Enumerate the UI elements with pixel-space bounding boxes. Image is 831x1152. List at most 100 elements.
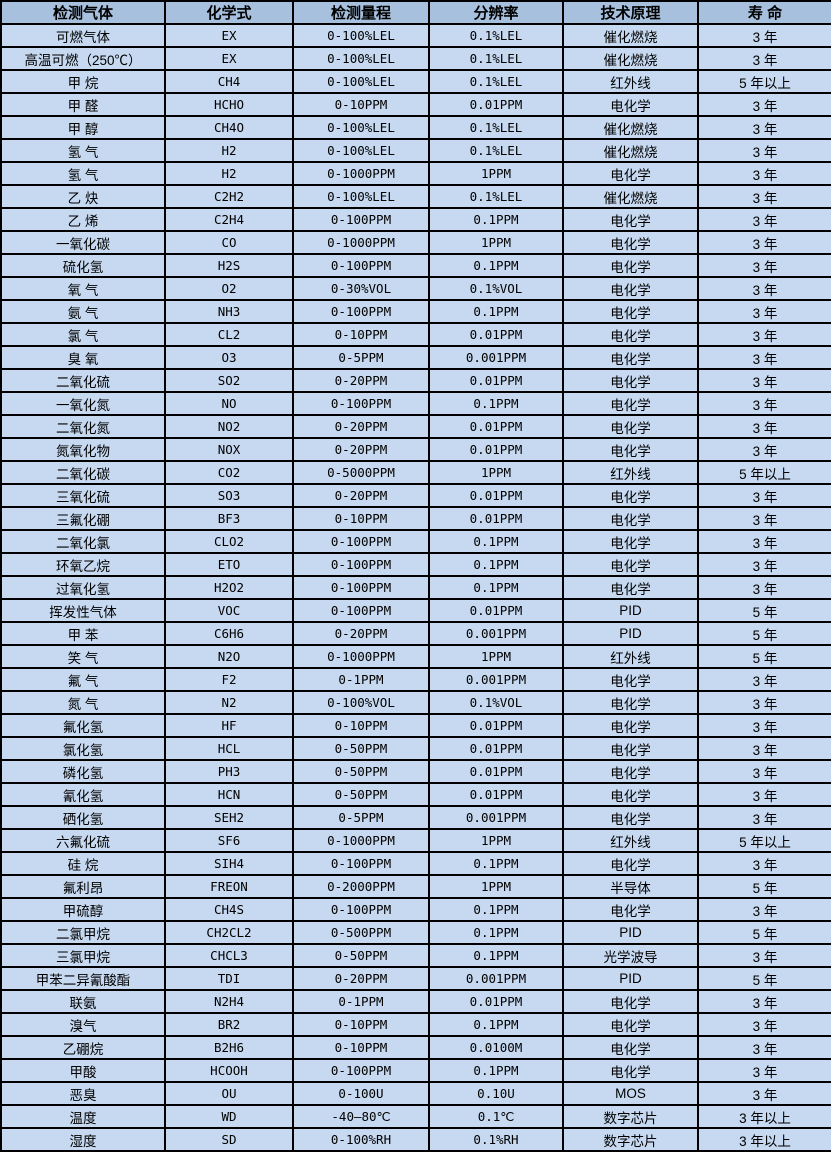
cell-lifespan: 5 年 (697, 598, 831, 623)
cell-formula: CLO2 (164, 529, 294, 554)
cell-principle: 电化学 (562, 437, 699, 462)
cell-lifespan: 5 年 (697, 874, 831, 899)
cell-resolution: 0.1PPM (428, 897, 564, 922)
cell-principle: 电化学 (562, 483, 699, 508)
cell-formula: BF3 (164, 506, 294, 531)
cell-resolution: 0.1PPM (428, 575, 564, 600)
cell-principle: 电化学 (562, 1058, 699, 1083)
cell-principle: 电化学 (562, 322, 699, 347)
cell-gas: 六氟化硫 (0, 828, 166, 853)
cell-principle: 电化学 (562, 552, 699, 577)
cell-range: 0-100PPM (292, 851, 430, 876)
cell-formula: EX (164, 46, 294, 71)
cell-formula: HCN (164, 782, 294, 807)
cell-formula: OU (164, 1081, 294, 1106)
cell-principle: 光学波导 (562, 943, 699, 968)
cell-principle: 半导体 (562, 874, 699, 899)
table-row: 硒化氢 SEH2 0-5PPM 0.001PPM 电化学 3 年 (0, 805, 831, 830)
cell-lifespan: 3 年 (697, 299, 831, 324)
cell-resolution: 0.01PPM (428, 736, 564, 761)
cell-principle: 红外线 (562, 460, 699, 485)
cell-lifespan: 3 年 (697, 253, 831, 278)
table-row: 乙 烯 C2H4 0-100PPM 0.1PPM 电化学 3 年 (0, 207, 831, 232)
cell-principle: 电化学 (562, 529, 699, 554)
cell-principle: 电化学 (562, 989, 699, 1014)
cell-lifespan: 3 年 (697, 23, 831, 48)
cell-gas: 氟化氢 (0, 713, 166, 738)
cell-formula: H2 (164, 161, 294, 186)
cell-formula: CO2 (164, 460, 294, 485)
cell-gas: 硫化氢 (0, 253, 166, 278)
cell-principle: PID (562, 920, 699, 945)
cell-range: 0-20PPM (292, 368, 430, 393)
cell-gas: 硒化氢 (0, 805, 166, 830)
cell-gas: 臭 氧 (0, 345, 166, 370)
cell-lifespan: 3 年以上 (697, 1127, 831, 1152)
cell-lifespan: 3 年 (697, 483, 831, 508)
cell-gas: 乙硼烷 (0, 1035, 166, 1060)
cell-gas: 氢 气 (0, 138, 166, 163)
column-header-lifespan: 寿 命 (697, 0, 831, 25)
table-row: 湿度 SD 0-100%RH 0.1%RH 数字芯片 3 年以上 (0, 1127, 831, 1152)
cell-gas: 可燃气体 (0, 23, 166, 48)
cell-gas: 氧 气 (0, 276, 166, 301)
cell-range: 0-100PPM (292, 391, 430, 416)
cell-principle: 催化燃烧 (562, 184, 699, 209)
cell-formula: C2H2 (164, 184, 294, 209)
cell-formula: C6H6 (164, 621, 294, 646)
cell-principle: 数字芯片 (562, 1127, 699, 1152)
cell-lifespan: 3 年 (697, 851, 831, 876)
cell-gas: 过氧化氢 (0, 575, 166, 600)
cell-principle: 催化燃烧 (562, 23, 699, 48)
cell-formula: HF (164, 713, 294, 738)
cell-formula: NO2 (164, 414, 294, 439)
cell-resolution: 0.01PPM (428, 598, 564, 623)
cell-lifespan: 5 年 (697, 621, 831, 646)
cell-gas: 氟 气 (0, 667, 166, 692)
cell-gas: 挥发性气体 (0, 598, 166, 623)
cell-gas: 三氯甲烷 (0, 943, 166, 968)
table-row: 甲 烷 CH4 0-100%LEL 0.1%LEL 红外线 5 年以上 (0, 69, 831, 94)
cell-formula: PH3 (164, 759, 294, 784)
table-row: 硫化氢 H2S 0-100PPM 0.1PPM 电化学 3 年 (0, 253, 831, 278)
table-row: 氨 气 NH3 0-100PPM 0.1PPM 电化学 3 年 (0, 299, 831, 324)
cell-principle: 电化学 (562, 690, 699, 715)
cell-formula: NO (164, 391, 294, 416)
cell-resolution: 0.1%LEL (428, 184, 564, 209)
table-row: 二氧化氯 CLO2 0-100PPM 0.1PPM 电化学 3 年 (0, 529, 831, 554)
cell-resolution: 0.1PPM (428, 391, 564, 416)
table-row: 一氧化碳 CO 0-1000PPM 1PPM 电化学 3 年 (0, 230, 831, 255)
cell-lifespan: 3 年 (697, 575, 831, 600)
table-row: 氰化氢 HCN 0-50PPM 0.01PPM 电化学 3 年 (0, 782, 831, 807)
cell-lifespan: 3 年 (697, 506, 831, 531)
table-row: 磷化氢 PH3 0-50PPM 0.01PPM 电化学 3 年 (0, 759, 831, 784)
cell-resolution: 0.01PPM (428, 782, 564, 807)
cell-lifespan: 3 年 (697, 368, 831, 393)
table-row: 一氧化氮 NO 0-100PPM 0.1PPM 电化学 3 年 (0, 391, 831, 416)
cell-lifespan: 3 年 (697, 184, 831, 209)
cell-range: 0-2000PPM (292, 874, 430, 899)
cell-formula: SF6 (164, 828, 294, 853)
cell-gas: 二氧化氯 (0, 529, 166, 554)
cell-formula: SD (164, 1127, 294, 1152)
column-header-formula: 化学式 (164, 0, 294, 25)
cell-principle: 电化学 (562, 759, 699, 784)
cell-gas: 氯化氢 (0, 736, 166, 761)
cell-gas: 高温可燃（250℃） (0, 46, 166, 71)
cell-range: 0-100%LEL (292, 69, 430, 94)
cell-formula: N2H4 (164, 989, 294, 1014)
cell-formula: VOC (164, 598, 294, 623)
cell-resolution: 1PPM (428, 230, 564, 255)
cell-formula: N2O (164, 644, 294, 669)
cell-principle: 电化学 (562, 391, 699, 416)
cell-resolution: 0.1%VOL (428, 690, 564, 715)
table-row: 甲 醇 CH4O 0-100%LEL 0.1%LEL 催化燃烧 3 年 (0, 115, 831, 140)
cell-resolution: 0.1PPM (428, 1012, 564, 1037)
cell-lifespan: 3 年 (697, 207, 831, 232)
cell-resolution: 0.01PPM (428, 92, 564, 117)
cell-formula: C2H4 (164, 207, 294, 232)
cell-resolution: 0.01PPM (428, 437, 564, 462)
cell-gas: 联氨 (0, 989, 166, 1014)
cell-principle: 数字芯片 (562, 1104, 699, 1129)
cell-range: 0-100PPM (292, 1058, 430, 1083)
